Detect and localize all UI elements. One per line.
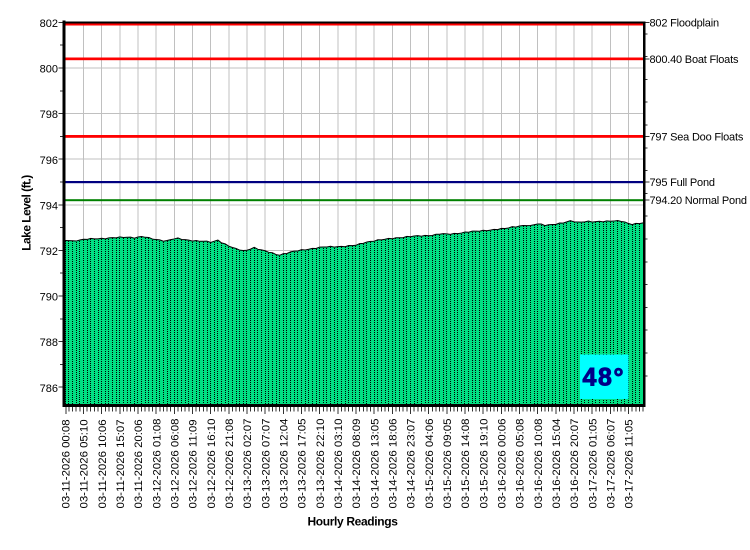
svg-text:03-12-2026 16:10: 03-12-2026 16:10 — [206, 419, 218, 509]
svg-text:03-11-2026 00:08: 03-11-2026 00:08 — [61, 419, 73, 508]
svg-text:797 Sea Doo Floats: 797 Sea Doo Floats — [650, 131, 744, 143]
svg-text:03-17-2026 11:05: 03-17-2026 11:05 — [624, 419, 636, 508]
svg-text:03-15-2026 09:05: 03-15-2026 09:05 — [442, 419, 454, 509]
svg-text:798: 798 — [40, 109, 58, 121]
svg-text:03-16-2026 20:07: 03-16-2026 20:07 — [569, 419, 581, 509]
svg-text:800: 800 — [40, 64, 58, 76]
svg-text:03-11-2026 05:10: 03-11-2026 05:10 — [79, 419, 91, 508]
svg-text:03-14-2026 13:05: 03-14-2026 13:05 — [369, 419, 381, 509]
svg-text:03-11-2026 15:07: 03-11-2026 15:07 — [115, 419, 127, 508]
svg-text:794.20 Normal Pond: 794.20 Normal Pond — [650, 195, 747, 207]
svg-text:03-13-2026 17:05: 03-13-2026 17:05 — [297, 419, 309, 509]
svg-text:800.40 Boat Floats: 800.40 Boat Floats — [650, 54, 739, 66]
svg-text:792: 792 — [40, 246, 58, 258]
svg-text:03-12-2026 11:09: 03-12-2026 11:09 — [188, 419, 200, 508]
svg-text:03-14-2026 03:10: 03-14-2026 03:10 — [333, 419, 345, 509]
svg-text:03-13-2026 02:07: 03-13-2026 02:07 — [242, 419, 254, 509]
svg-text:03-15-2026 04:06: 03-15-2026 04:06 — [424, 419, 436, 509]
svg-text:786: 786 — [40, 383, 58, 395]
svg-text:03-13-2026 07:07: 03-13-2026 07:07 — [260, 419, 272, 509]
svg-text:Hourly Readings: Hourly Readings — [307, 515, 398, 529]
svg-text:03-13-2026 22:10: 03-13-2026 22:10 — [315, 419, 327, 509]
svg-text:03-15-2026 19:10: 03-15-2026 19:10 — [478, 419, 490, 509]
svg-text:788: 788 — [40, 337, 58, 349]
svg-text:802: 802 — [40, 18, 58, 30]
svg-text:48°: 48° — [582, 364, 625, 392]
svg-text:03-11-2026 20:06: 03-11-2026 20:06 — [133, 419, 145, 508]
svg-text:03-16-2026 05:08: 03-16-2026 05:08 — [515, 419, 527, 509]
svg-text:794: 794 — [40, 200, 58, 212]
svg-text:795 Full Pond: 795 Full Pond — [650, 177, 715, 189]
svg-text:03-17-2026 01:05: 03-17-2026 01:05 — [587, 419, 599, 509]
svg-text:Lake Level (ft.): Lake Level (ft.) — [20, 175, 34, 251]
svg-text:03-14-2026 18:06: 03-14-2026 18:06 — [388, 419, 400, 509]
svg-text:03-16-2026 00:06: 03-16-2026 00:06 — [497, 419, 509, 509]
svg-text:03-14-2026 23:07: 03-14-2026 23:07 — [406, 419, 418, 509]
svg-text:796: 796 — [40, 155, 58, 167]
svg-text:03-16-2026 15:04: 03-16-2026 15:04 — [551, 419, 563, 509]
svg-text:03-12-2026 06:08: 03-12-2026 06:08 — [170, 419, 182, 509]
svg-text:03-16-2026 10:08: 03-16-2026 10:08 — [533, 419, 545, 509]
svg-text:03-17-2026 06:07: 03-17-2026 06:07 — [606, 419, 618, 509]
svg-text:790: 790 — [40, 292, 58, 304]
svg-text:802 Floodplain: 802 Floodplain — [650, 17, 719, 29]
svg-text:03-14-2026 08:09: 03-14-2026 08:09 — [351, 419, 363, 509]
svg-text:03-11-2026 10:06: 03-11-2026 10:06 — [97, 419, 109, 508]
svg-text:03-15-2026 14:08: 03-15-2026 14:08 — [460, 419, 472, 509]
svg-text:03-12-2026 21:08: 03-12-2026 21:08 — [224, 419, 236, 509]
svg-text:03-13-2026 12:04: 03-13-2026 12:04 — [279, 419, 291, 509]
svg-text:03-12-2026 01:08: 03-12-2026 01:08 — [151, 419, 163, 509]
